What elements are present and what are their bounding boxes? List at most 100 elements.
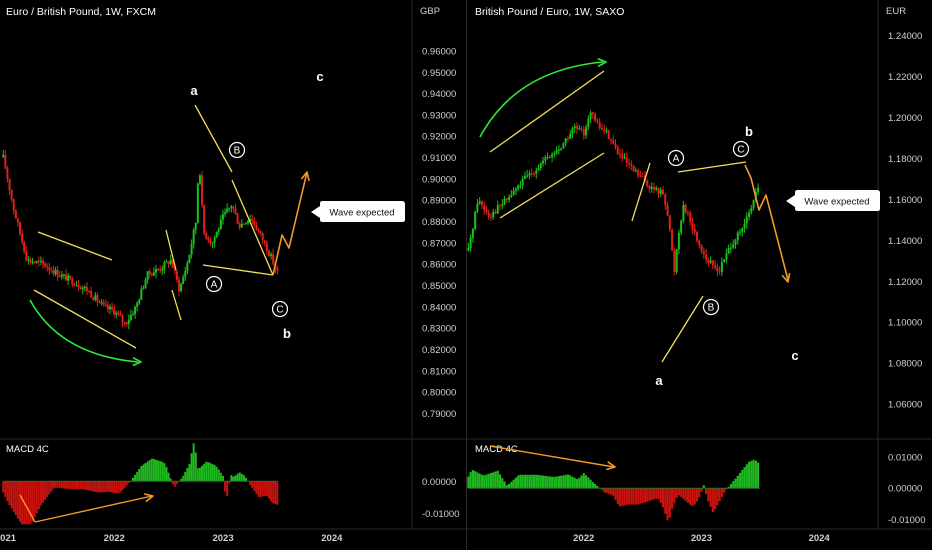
candle-body (727, 247, 730, 254)
candle-body (88, 291, 91, 293)
candle-body (73, 284, 76, 286)
macd-bar (234, 475, 237, 482)
macd-bar (213, 464, 216, 482)
candle-body (230, 206, 233, 208)
macd-bar (732, 481, 735, 489)
macd-bar (155, 459, 157, 482)
candle-body (255, 225, 258, 230)
candle-body (662, 189, 665, 195)
candle-body (521, 178, 524, 186)
macd-bar (612, 488, 615, 496)
macd-bar (119, 481, 122, 493)
candle-body (535, 170, 538, 174)
macd-bar (682, 488, 685, 499)
candle-body (65, 274, 68, 281)
candle-body (56, 269, 59, 277)
macd-bar (630, 488, 633, 505)
candle-body (211, 242, 214, 244)
candle-body (221, 214, 224, 220)
macd-bar (573, 477, 576, 489)
candle-body (528, 173, 531, 176)
macd-bar (144, 463, 147, 482)
candle-body (641, 176, 644, 178)
macd-bar (67, 481, 70, 489)
macd-bar (115, 481, 118, 494)
price-tick-label: 0.82000 (422, 345, 456, 356)
macd-bar (257, 481, 260, 497)
candle-body (632, 165, 635, 171)
candle-body (614, 143, 617, 147)
macd-bar (242, 475, 245, 482)
wave-label-c: c (316, 69, 323, 84)
macd-bar (603, 488, 606, 493)
macd-bar (714, 488, 717, 510)
price-tick-label: 0.94000 (422, 89, 456, 100)
price-tick-label: 0.96000 (422, 46, 456, 57)
candle-body (542, 160, 545, 164)
macd-bar (165, 467, 168, 482)
macd-bar (224, 481, 227, 492)
candle-body (505, 198, 508, 200)
macd-bar (29, 481, 32, 525)
candle-body (186, 262, 189, 272)
macd-bar (152, 458, 155, 482)
wave-label-a: a (190, 83, 198, 98)
macd-bar (73, 481, 76, 490)
currency-label: EUR (886, 6, 906, 17)
eurgbp-chart-panel: Euro / British Pound, 1W, FXCM GBP 0.96000… (0, 0, 466, 544)
candle-body (69, 275, 72, 278)
macd-bar (571, 476, 574, 489)
macd-bar (734, 478, 737, 489)
price-tick-label: 1.20000 (888, 113, 922, 124)
candle-body (6, 168, 9, 179)
macd-bar (646, 488, 649, 502)
candle-body (605, 130, 608, 132)
macd-bar (474, 471, 477, 489)
price-tick-label: 0.85000 (422, 281, 456, 292)
candle-body (213, 237, 216, 243)
macd-bar (65, 481, 68, 489)
candle-body (67, 275, 70, 281)
macd-bar (81, 481, 84, 490)
price-tick-label: 0.83000 (422, 324, 456, 335)
macd-bar (521, 474, 524, 489)
trendline (231, 179, 274, 276)
candle-body (108, 306, 111, 309)
macd-bar (205, 461, 208, 482)
candle-body (207, 238, 210, 241)
macd-bar (60, 481, 63, 489)
macd-bar (171, 481, 174, 484)
candle-body (646, 180, 649, 186)
gbpeur-chart-svg: British Pound / Euro, 1W, SAXO EUR 1.24000… (466, 0, 932, 544)
macd-bar (136, 471, 139, 482)
candle-body (485, 209, 488, 213)
arrow-head (300, 171, 310, 181)
candle-body (603, 129, 606, 132)
arrow-head (132, 356, 142, 367)
macd-bar (471, 470, 474, 489)
macd-bar (169, 478, 172, 482)
candle-body (138, 299, 141, 304)
candle-body (523, 176, 526, 179)
candle-body (92, 297, 95, 300)
macd-bar (485, 474, 488, 489)
candle-body (198, 175, 201, 184)
candle-body (253, 220, 256, 226)
macd-bar (750, 460, 753, 489)
macd-bar (496, 470, 499, 489)
macd-bar (537, 475, 540, 489)
wave-label-C: C (737, 145, 744, 156)
candle-body (666, 205, 669, 216)
macd-bar (594, 483, 597, 489)
macd-bar (35, 481, 38, 514)
macd-bar (188, 464, 191, 482)
macd-bar (217, 469, 220, 482)
macd-bar (100, 481, 103, 493)
macd-bar (33, 481, 36, 518)
price-tick-label: 1.06000 (888, 400, 922, 411)
candle-body (219, 219, 222, 230)
wave-expected-callout-bubble (786, 190, 880, 211)
macd-bar (94, 481, 97, 492)
trendline (171, 289, 182, 321)
macd-label: MACD 4C (6, 444, 49, 455)
